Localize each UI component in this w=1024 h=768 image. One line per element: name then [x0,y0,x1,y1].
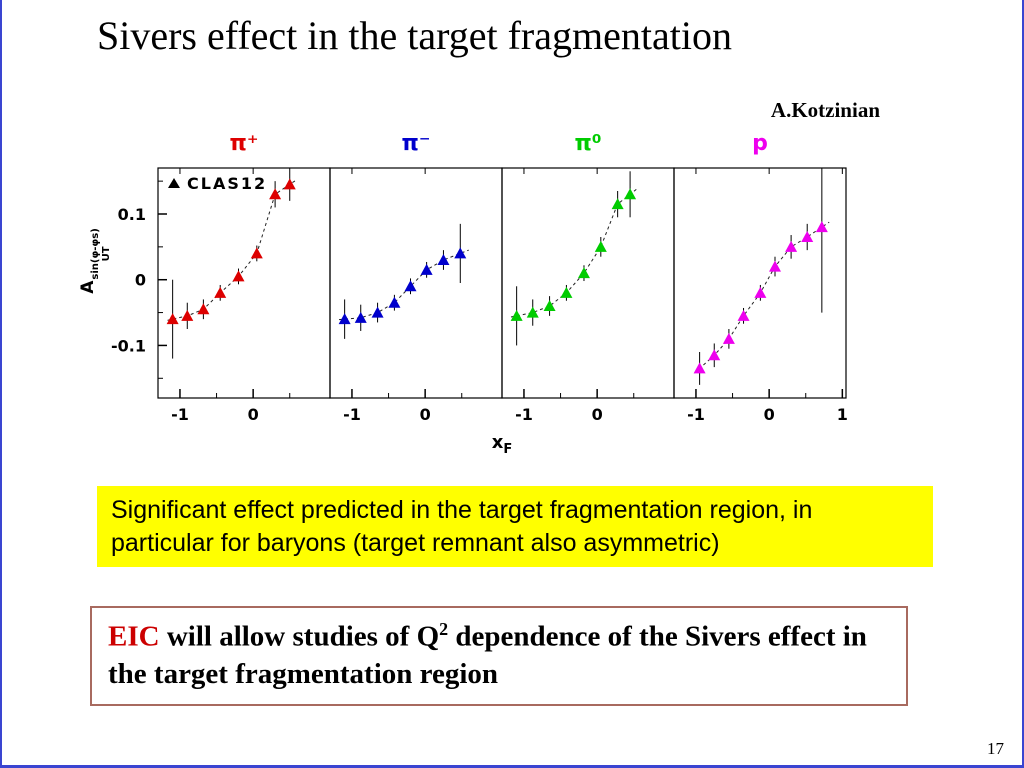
highlight-note: Significant effect predicted in the targ… [97,486,933,567]
attribution: A.Kotzinian [770,98,880,122]
x-tick-label: -1 [515,405,533,424]
x-tick-label: 0 [592,405,603,424]
data-point-marker [437,254,450,265]
y-tick-label: 0.1 [118,205,146,224]
eic-note: EIC will allow studies of Q2 dependence … [90,606,908,707]
chart-panel: π⁺ -1 0 [157,131,331,424]
eic-label: EIC [108,620,160,653]
trend-line [167,179,298,321]
data-point-marker [197,303,210,315]
eic-text-1: will allow studies of Q [159,620,440,653]
y-axis: 0.1 0 -0.1 [111,180,167,379]
data-point-marker [594,240,607,252]
data-point-marker [737,309,750,321]
data-point-marker [577,267,590,279]
panel-label: π⁻ [401,131,430,156]
data-point-marker [815,221,828,233]
chart-panel: π⁰ -1 0 [501,131,675,424]
x-tick-label: 1 [837,405,848,424]
chart-panel: π⁻ -1 0 [329,131,503,424]
data-point-marker [371,306,384,318]
chart-legend: CLAS12 [168,174,267,193]
data-point-marker [269,188,282,200]
data-point-marker [526,306,539,318]
eic-text-2: dependence of the Sivers effect in the t… [108,620,867,691]
data-point-marker [338,313,351,325]
data-point-marker [232,270,245,282]
x-tick-label: -1 [343,405,361,424]
data-point-marker [283,178,296,190]
data-point-marker [354,311,367,323]
x-tick-label: 0 [764,405,775,424]
data-point-marker [166,313,179,325]
data-point-marker [611,198,624,210]
data-point-marker [510,309,523,321]
page-number: 17 [987,739,1004,758]
data-point-marker [560,286,573,298]
data-point-marker [420,263,433,275]
data-point-marker [404,280,417,292]
trend-line [510,189,637,318]
chart: 0.1 0 -0.1 π⁺ -1 0 π⁻ -1 0 π⁰ -1 0 p -1 0 1 CLAS12 xF [111,131,848,457]
x-tick-label: 0 [420,405,431,424]
data-point-marker [388,296,401,308]
data-point-marker [785,240,798,252]
y-tick-label: -0.1 [111,336,146,355]
panel-label: π⁰ [574,131,601,156]
panel-label: π⁺ [229,131,258,156]
data-point-marker [693,362,706,374]
data-point-marker [214,286,227,298]
legend-label: CLAS12 [187,174,267,193]
legend-marker-icon [168,178,180,188]
panel-label: p [752,131,768,156]
data-point-marker [801,231,814,242]
data-point-marker [754,286,767,298]
data-point-marker [454,247,467,259]
data-point-marker [181,309,194,321]
x-tick-label: 0 [248,405,259,424]
data-point-marker [624,188,637,200]
y-tick-label: 0 [135,271,146,290]
trend-line [338,249,469,321]
x-tick-label: -1 [171,405,189,424]
x-tick-label: -1 [687,405,705,424]
x-axis-label: xF [492,432,513,457]
highlight-note-text: Significant effect predicted in the targ… [111,496,813,557]
data-point-marker [708,349,721,361]
slide-title: Sivers effect in the target fragmentatio… [97,13,732,58]
eic-sup: 2 [439,619,449,639]
data-point-marker [769,260,782,272]
data-point-marker [722,332,735,344]
chart-panel: p -1 0 1 [673,131,848,424]
data-point-marker [250,247,263,259]
data-point-marker [543,300,556,311]
